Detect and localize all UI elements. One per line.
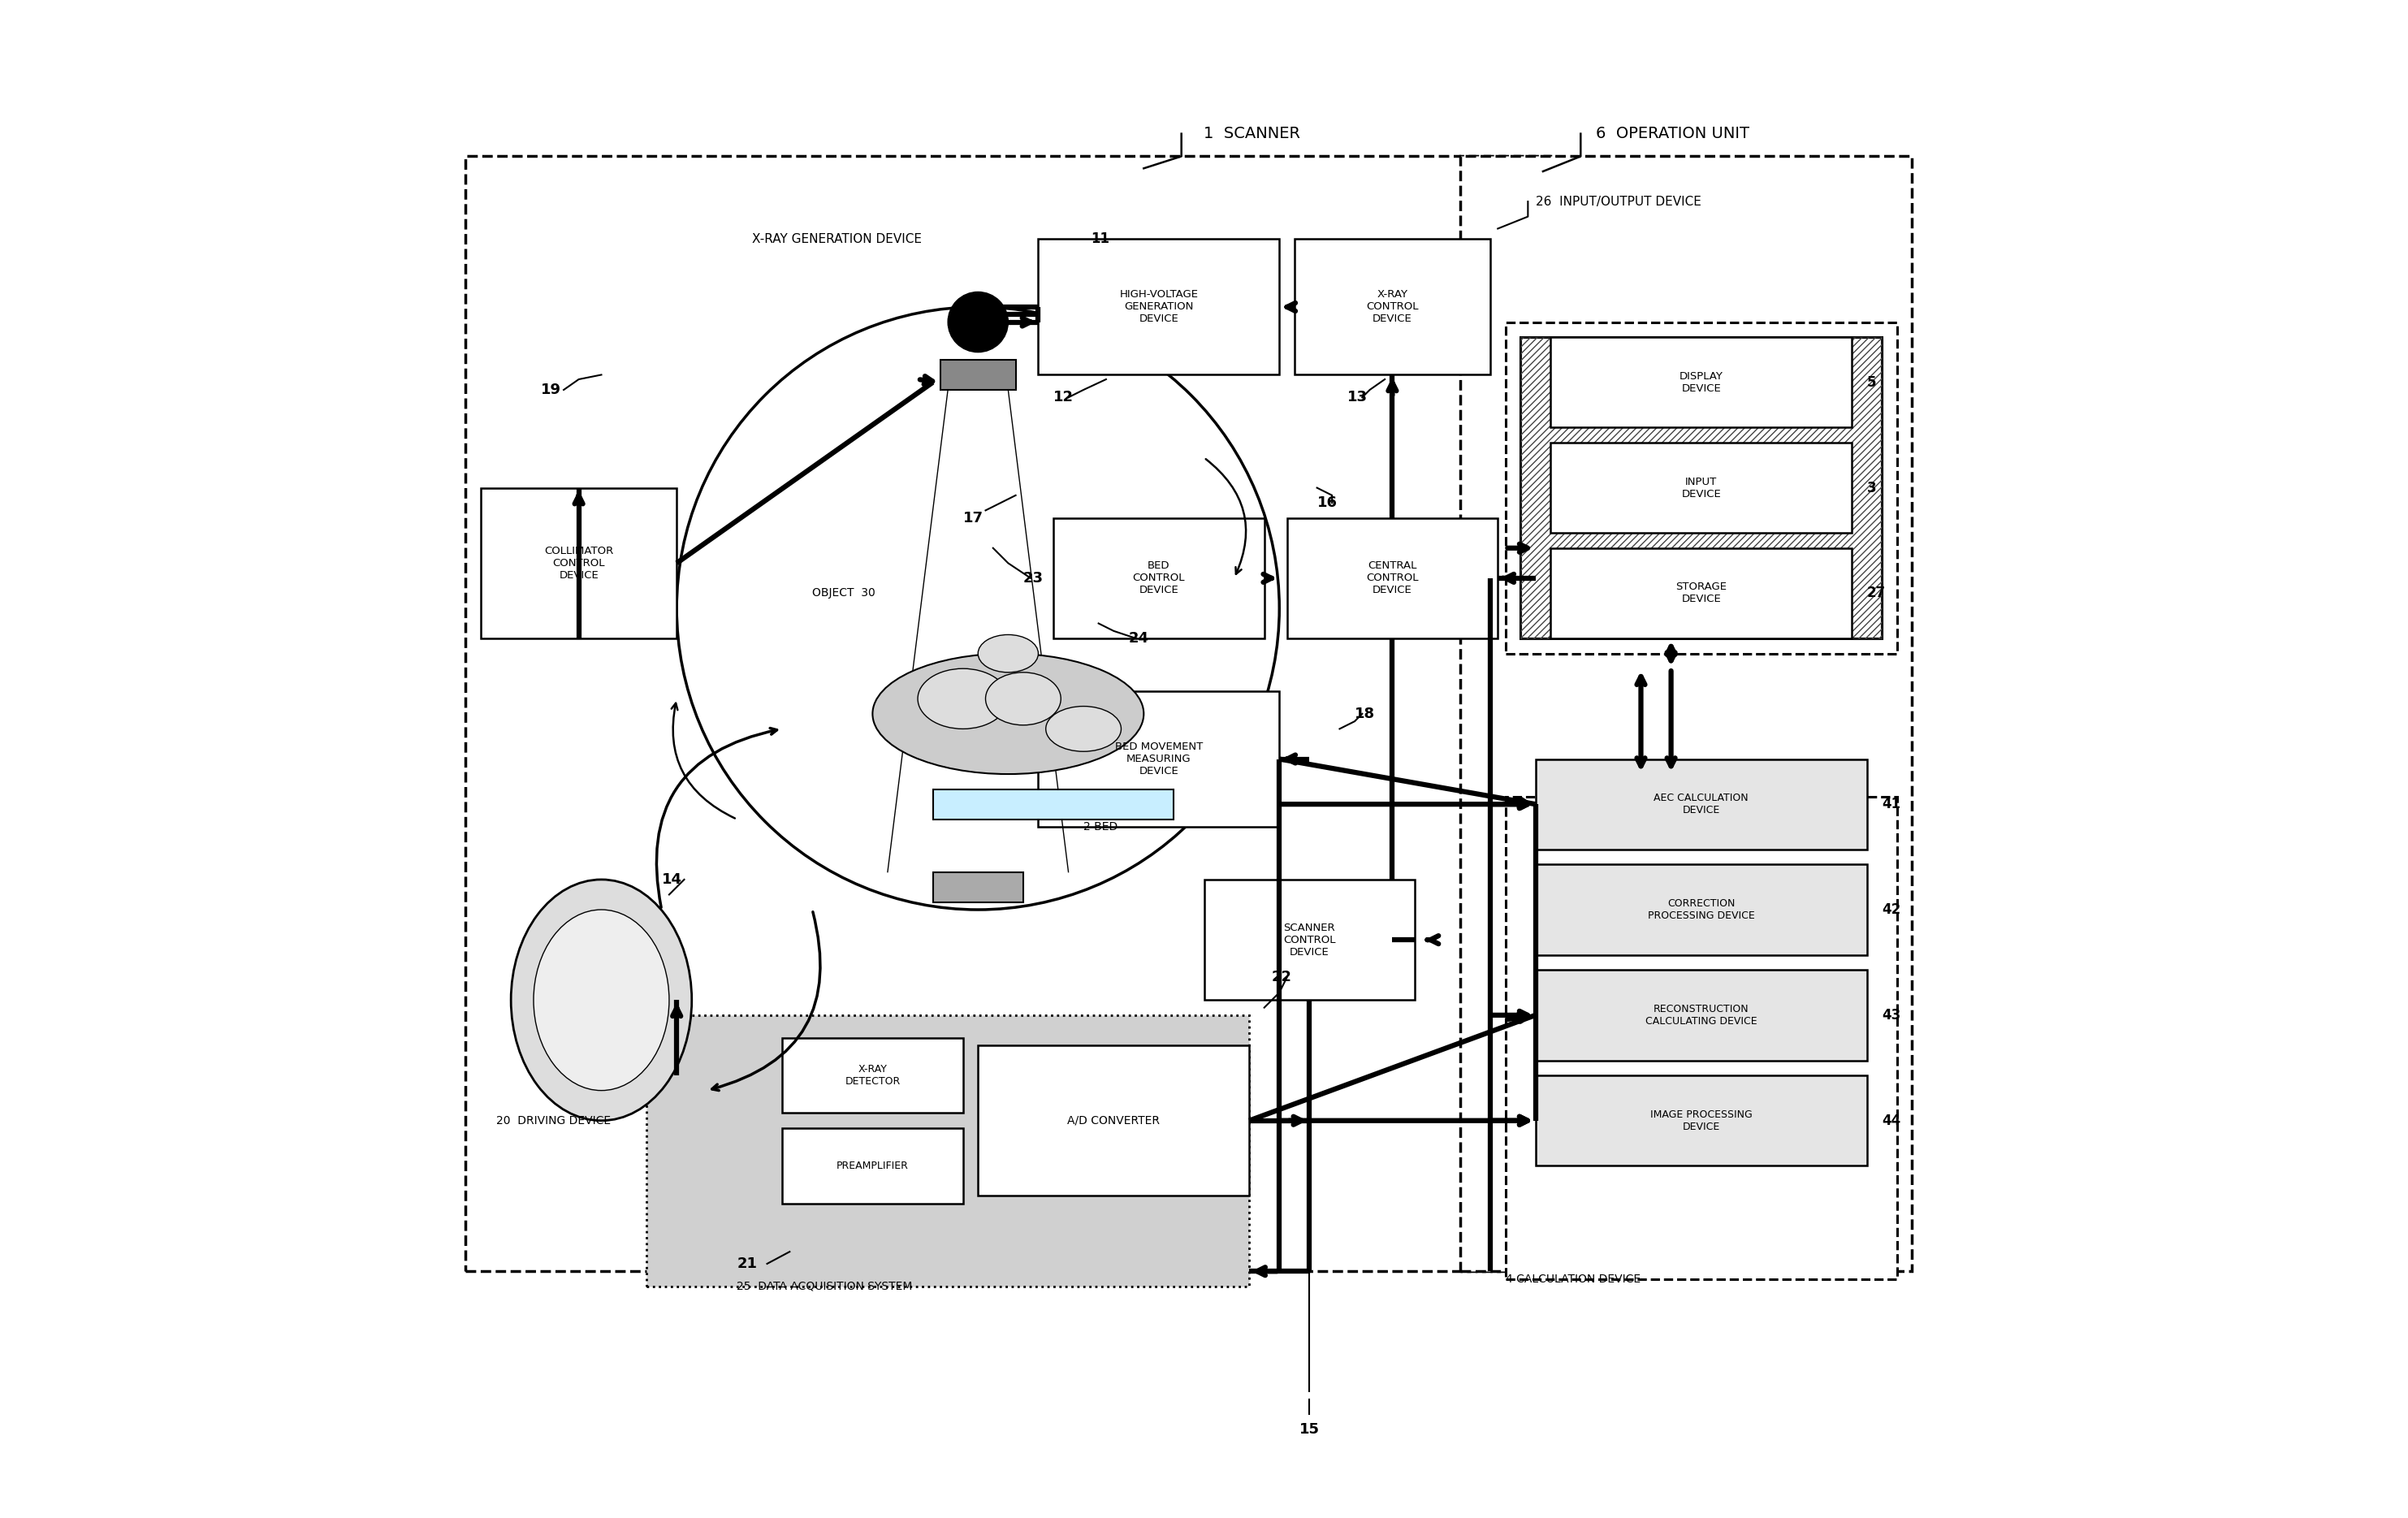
Text: 44: 44 xyxy=(1883,1113,1900,1128)
Text: BED
CONTROL
DEVICE: BED CONTROL DEVICE xyxy=(1132,560,1185,595)
Text: 19: 19 xyxy=(542,383,561,398)
FancyBboxPatch shape xyxy=(1038,691,1279,827)
Text: 42: 42 xyxy=(1883,902,1900,917)
FancyBboxPatch shape xyxy=(482,487,677,639)
Text: INPUT
DEVICE: INPUT DEVICE xyxy=(1681,477,1722,499)
Text: 3: 3 xyxy=(1866,481,1876,495)
Text: RECONSTRUCTION
CALCULATING DEVICE: RECONSTRUCTION CALCULATING DEVICE xyxy=(1645,1003,1758,1026)
Text: X-RAY
CONTROL
DEVICE: X-RAY CONTROL DEVICE xyxy=(1365,290,1418,325)
Text: X-RAY
DETECTOR: X-RAY DETECTOR xyxy=(845,1064,901,1087)
FancyBboxPatch shape xyxy=(648,1016,1250,1286)
Text: 6  OPERATION UNIT: 6 OPERATION UNIT xyxy=(1597,126,1748,141)
FancyBboxPatch shape xyxy=(783,1128,963,1204)
Text: 43: 43 xyxy=(1883,1008,1900,1023)
Text: HIGH-VOLTAGE
GENERATION
DEVICE: HIGH-VOLTAGE GENERATION DEVICE xyxy=(1120,290,1199,325)
Text: 24: 24 xyxy=(1129,631,1149,645)
Text: 17: 17 xyxy=(963,510,982,525)
Text: 27: 27 xyxy=(1866,586,1885,601)
FancyBboxPatch shape xyxy=(1296,240,1491,375)
Text: X-RAY GENERATION DEVICE: X-RAY GENERATION DEVICE xyxy=(751,234,922,246)
FancyBboxPatch shape xyxy=(932,871,1023,902)
Text: 26  INPUT/OUTPUT DEVICE: 26 INPUT/OUTPUT DEVICE xyxy=(1536,196,1700,208)
Ellipse shape xyxy=(978,635,1038,672)
FancyBboxPatch shape xyxy=(1536,970,1866,1061)
Text: 25  DATA ACQUISITION SYSTEM: 25 DATA ACQUISITION SYSTEM xyxy=(737,1281,913,1292)
FancyBboxPatch shape xyxy=(1459,156,1912,1271)
Ellipse shape xyxy=(872,654,1144,774)
Text: 14: 14 xyxy=(662,873,681,887)
Ellipse shape xyxy=(535,909,669,1090)
Ellipse shape xyxy=(917,668,1009,729)
FancyBboxPatch shape xyxy=(465,156,1551,1271)
Text: 1  SCANNER: 1 SCANNER xyxy=(1204,126,1300,141)
Text: A/D CONVERTER: A/D CONVERTER xyxy=(1067,1114,1161,1126)
FancyBboxPatch shape xyxy=(1551,443,1852,533)
Text: 41: 41 xyxy=(1883,797,1900,812)
FancyBboxPatch shape xyxy=(1536,759,1866,850)
Text: AEC CALCULATION
DEVICE: AEC CALCULATION DEVICE xyxy=(1654,792,1748,815)
FancyBboxPatch shape xyxy=(978,1046,1250,1196)
Text: 12: 12 xyxy=(1052,390,1074,405)
Ellipse shape xyxy=(985,672,1062,726)
Ellipse shape xyxy=(510,879,691,1120)
Text: IMAGE PROCESSING
DEVICE: IMAGE PROCESSING DEVICE xyxy=(1649,1110,1753,1132)
Text: 16: 16 xyxy=(1317,495,1336,510)
Text: 5: 5 xyxy=(1866,375,1876,390)
FancyBboxPatch shape xyxy=(1204,879,1416,1000)
FancyBboxPatch shape xyxy=(942,360,1016,390)
Text: CENTRAL
CONTROL
DEVICE: CENTRAL CONTROL DEVICE xyxy=(1365,560,1418,595)
Text: 13: 13 xyxy=(1346,390,1368,405)
Ellipse shape xyxy=(1045,706,1122,751)
Text: 20  DRIVING DEVICE: 20 DRIVING DEVICE xyxy=(496,1114,612,1126)
Text: 15: 15 xyxy=(1300,1422,1320,1438)
Text: 4 CALCULATION DEVICE: 4 CALCULATION DEVICE xyxy=(1505,1274,1640,1284)
Text: PREAMPLIFIER: PREAMPLIFIER xyxy=(836,1161,908,1170)
FancyBboxPatch shape xyxy=(932,789,1173,820)
FancyBboxPatch shape xyxy=(1286,518,1498,639)
Text: 2 BED: 2 BED xyxy=(1084,821,1117,832)
Circle shape xyxy=(949,291,1009,352)
Text: SCANNER
CONTROL
DEVICE: SCANNER CONTROL DEVICE xyxy=(1283,923,1336,958)
Text: BED MOVEMENT
MEASURING
DEVICE: BED MOVEMENT MEASURING DEVICE xyxy=(1115,741,1202,777)
Text: OBJECT  30: OBJECT 30 xyxy=(811,587,877,600)
Text: DISPLAY
DEVICE: DISPLAY DEVICE xyxy=(1678,370,1724,393)
FancyBboxPatch shape xyxy=(1519,337,1883,639)
Text: STORAGE
DEVICE: STORAGE DEVICE xyxy=(1676,581,1727,604)
FancyBboxPatch shape xyxy=(1536,1075,1866,1166)
FancyBboxPatch shape xyxy=(1505,322,1898,654)
FancyBboxPatch shape xyxy=(1551,337,1852,428)
FancyBboxPatch shape xyxy=(1038,240,1279,375)
Text: 23: 23 xyxy=(1023,571,1043,586)
Text: 21: 21 xyxy=(737,1257,756,1271)
Text: CORRECTION
PROCESSING DEVICE: CORRECTION PROCESSING DEVICE xyxy=(1647,899,1755,921)
FancyBboxPatch shape xyxy=(1551,548,1852,639)
Text: 22: 22 xyxy=(1271,970,1293,985)
Text: 18: 18 xyxy=(1356,706,1375,721)
Text: COLLIMATOR
CONTROL
DEVICE: COLLIMATOR CONTROL DEVICE xyxy=(544,545,614,580)
FancyBboxPatch shape xyxy=(1536,864,1866,955)
FancyBboxPatch shape xyxy=(1505,797,1898,1278)
FancyBboxPatch shape xyxy=(783,1038,963,1113)
FancyBboxPatch shape xyxy=(1052,518,1264,639)
Text: 11: 11 xyxy=(1091,232,1110,246)
